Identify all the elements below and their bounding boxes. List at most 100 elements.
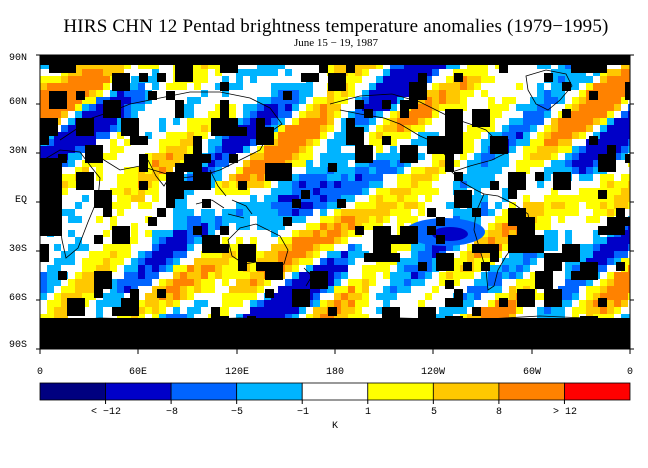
anomaly-cell xyxy=(292,251,299,258)
anomaly-cell xyxy=(586,307,593,314)
anomaly-cell xyxy=(145,202,152,209)
anomaly-cell xyxy=(362,174,369,181)
anomaly-cell xyxy=(334,146,341,153)
anomaly-cell xyxy=(131,279,138,286)
anomaly-cell xyxy=(285,293,292,300)
anomaly-cell xyxy=(124,111,131,118)
anomaly-cell xyxy=(278,293,285,300)
anomaly-cell xyxy=(621,293,628,300)
anomaly-cell xyxy=(348,230,355,237)
anomaly-cell xyxy=(586,146,593,153)
anomaly-cell xyxy=(138,174,145,181)
anomaly-cell xyxy=(404,174,411,181)
anomaly-cell xyxy=(166,83,173,90)
anomaly-cell xyxy=(82,139,89,146)
lon-label-60w: 60W xyxy=(507,368,557,378)
anomaly-cell xyxy=(572,160,579,167)
anomaly-cell xyxy=(334,111,341,118)
anomaly-cell xyxy=(82,286,89,293)
anomaly-cell xyxy=(180,139,187,146)
anomaly-cell xyxy=(117,181,124,188)
anomaly-cell xyxy=(390,202,397,209)
anomaly-cell xyxy=(243,174,250,181)
anomaly-cell xyxy=(180,279,187,286)
anomaly-cell xyxy=(110,258,117,265)
anomaly-cell xyxy=(320,160,327,167)
anomaly-cell xyxy=(89,83,96,90)
anomaly-cell xyxy=(607,69,614,76)
anomaly-cell xyxy=(607,258,614,265)
anomaly-cell xyxy=(425,272,432,279)
anomaly-cell xyxy=(523,279,530,286)
anomaly-cell xyxy=(250,265,257,272)
anomaly-cell xyxy=(68,76,75,83)
anomaly-cell xyxy=(264,181,271,188)
anomaly-cell xyxy=(299,272,306,279)
anomaly-cell xyxy=(159,279,166,286)
anomaly-cell xyxy=(600,244,607,251)
anomaly-cell xyxy=(187,286,194,293)
anomaly-cell xyxy=(166,146,173,153)
lat-label-30n: 30N xyxy=(5,147,27,157)
anomaly-cell xyxy=(355,76,362,83)
anomaly-cell xyxy=(376,125,383,132)
anomaly-cell xyxy=(397,174,404,181)
anomaly-cell xyxy=(313,230,320,237)
anomaly-cell xyxy=(271,251,278,258)
anomaly-cell xyxy=(313,104,320,111)
missing-data-block xyxy=(427,208,436,217)
anomaly-cell xyxy=(243,104,250,111)
anomaly-cell xyxy=(271,69,278,76)
anomaly-cell xyxy=(551,132,558,139)
anomaly-cell xyxy=(376,160,383,167)
anomaly-cell xyxy=(75,153,82,160)
missing-data-block xyxy=(58,271,67,280)
anomaly-cell xyxy=(292,90,299,97)
lon-label-120w: 120W xyxy=(408,368,458,378)
anomaly-cell xyxy=(600,132,607,139)
anomaly-cell xyxy=(523,104,530,111)
colorbar-label-lt-12: < −12 xyxy=(76,408,136,418)
anomaly-cell xyxy=(376,90,383,97)
anomaly-cell xyxy=(481,76,488,83)
anomaly-cell xyxy=(173,279,180,286)
anomaly-cell xyxy=(621,69,628,76)
anomaly-cell xyxy=(320,195,327,202)
anomaly-cell xyxy=(201,286,208,293)
missing-data-block xyxy=(598,298,607,307)
anomaly-cell xyxy=(551,209,558,216)
anomaly-cell xyxy=(89,69,96,76)
missing-data-block xyxy=(283,217,292,226)
anomaly-cell xyxy=(257,111,264,118)
anomaly-cell xyxy=(390,125,397,132)
anomaly-cell xyxy=(362,209,369,216)
anomaly-cell xyxy=(607,195,614,202)
anomaly-cell xyxy=(271,195,278,202)
anomaly-cell xyxy=(425,251,432,258)
anomaly-cell xyxy=(173,153,180,160)
anomaly-cell xyxy=(89,258,96,265)
anomaly-cell xyxy=(481,237,488,244)
anomaly-cell xyxy=(159,300,166,307)
missing-data-block xyxy=(607,145,616,154)
anomaly-cell xyxy=(397,83,404,90)
anomaly-cell xyxy=(502,265,509,272)
anomaly-cell xyxy=(481,146,488,153)
missing-data-block xyxy=(454,145,463,154)
anomaly-cell xyxy=(313,181,320,188)
anomaly-cell xyxy=(376,76,383,83)
anomaly-cell xyxy=(586,293,593,300)
anomaly-cell xyxy=(586,111,593,118)
missing-data-block xyxy=(238,181,247,190)
anomaly-cell xyxy=(250,202,257,209)
anomaly-cell xyxy=(292,272,299,279)
anomaly-cell xyxy=(537,202,544,209)
anomaly-cell xyxy=(558,307,565,314)
missing-data-block xyxy=(400,145,418,163)
missing-data-block xyxy=(391,253,400,262)
anomaly-cell xyxy=(383,216,390,223)
anomaly-cell xyxy=(299,132,306,139)
anomaly-cell xyxy=(278,244,285,251)
anomaly-cell xyxy=(96,216,103,223)
anomaly-cell xyxy=(600,125,607,132)
